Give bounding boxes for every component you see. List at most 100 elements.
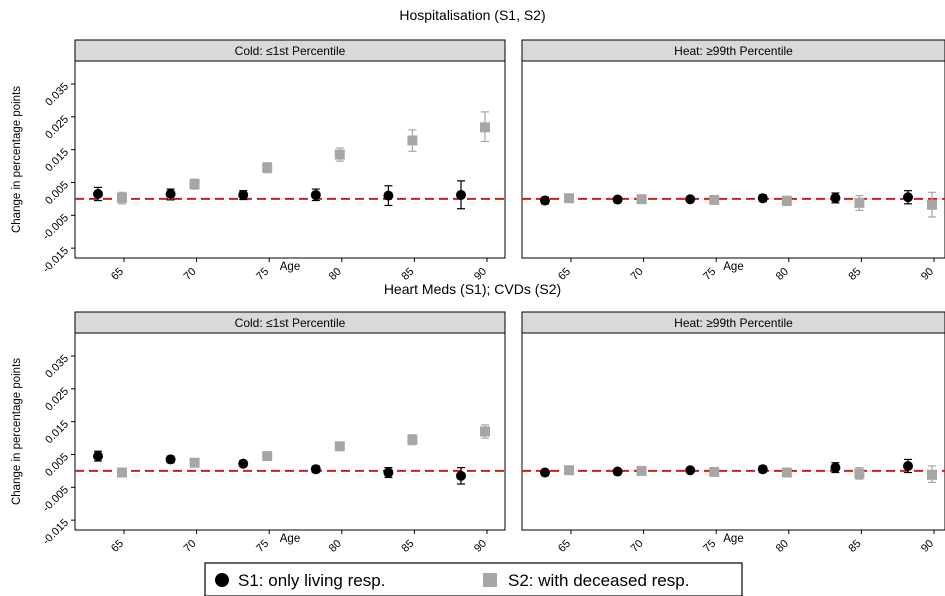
data-point-s1 (685, 194, 696, 205)
data-point-s2 (407, 135, 418, 146)
x-axis-title: Age (280, 261, 300, 273)
data-point-s1 (310, 189, 321, 200)
data-point-s2 (927, 199, 937, 210)
data-point-s2 (709, 466, 720, 477)
legend: S1: only living resp. S2: with deceased r… (204, 562, 743, 596)
legend-marker-s2 (483, 573, 497, 587)
plot-frame (74, 60, 506, 259)
y-axis-title: Change in percentage points (11, 86, 23, 233)
chart-row-2: Heart Meds (S1); CVDs (S2) Change in perc… (11, 281, 945, 555)
x-tick-label: 85 (846, 538, 863, 555)
series-s2 (117, 111, 490, 205)
data-point-s2 (189, 179, 200, 190)
legend-marker-s1 (215, 573, 229, 587)
y-tick-label: -0.015 (41, 245, 72, 276)
data-point-s2 (262, 451, 273, 462)
y-axis-title: Change in percentage points (11, 358, 23, 505)
data-point-s1 (165, 188, 176, 199)
y-tick-label: 0.015 (43, 146, 71, 174)
charts-container: Hospitalisation (S1, S2) Change in percen… (11, 7, 945, 555)
panel-label: Cold: ≤1st Percentile (235, 316, 346, 330)
x-tick-label: 75 (254, 266, 271, 283)
plot-frame (521, 60, 945, 259)
legend-box (204, 562, 743, 596)
y-tick-label: 0.025 (43, 385, 71, 413)
data-point-s1 (903, 460, 913, 471)
data-point-s2 (189, 457, 200, 468)
series-s2 (564, 191, 937, 218)
y-tick-label: 0.025 (43, 113, 71, 141)
series-s1 (540, 458, 913, 478)
data-point-s1 (456, 189, 466, 200)
data-point-s1 (830, 192, 841, 203)
y-tick-label: 0.005 (43, 451, 71, 479)
data-point-s1 (830, 462, 841, 473)
series-s2 (117, 424, 490, 478)
data-point-s1 (456, 470, 466, 481)
x-tick-label: 85 (399, 538, 416, 555)
x-axis-title: Age (723, 533, 743, 545)
data-point-s2 (480, 426, 490, 437)
data-point-s2 (636, 465, 647, 476)
chart-title: Hospitalisation (S1, S2) (399, 7, 545, 23)
data-point-s1 (540, 467, 550, 478)
data-point-s1 (612, 466, 623, 477)
y-tick-label: 0.035 (43, 353, 71, 381)
panel-label: Cold: ≤1st Percentile (235, 44, 346, 58)
x-tick-label: 80 (327, 538, 344, 555)
data-point-s1 (903, 192, 913, 203)
plot-frame (74, 332, 506, 531)
data-point-s2 (262, 162, 273, 173)
panel-label: Heat: ≥99th Percentile (674, 316, 793, 330)
x-axis-title: Age (280, 533, 300, 545)
x-tick-label: 70 (182, 538, 199, 555)
y-tick-label: 0.005 (43, 179, 71, 207)
y-tick-label: 0.035 (43, 81, 71, 109)
x-tick-label: 75 (701, 538, 718, 555)
data-point-s1 (238, 458, 249, 469)
data-point-s1 (612, 194, 623, 205)
data-point-s2 (854, 197, 865, 208)
data-point-s1 (540, 195, 550, 206)
data-point-s2 (334, 149, 345, 160)
x-tick-label: 90 (472, 538, 489, 555)
data-point-s1 (757, 464, 768, 475)
x-axis-title: Age (723, 261, 743, 273)
plot-frame (521, 332, 945, 531)
x-tick-label: 70 (629, 266, 646, 283)
data-point-s1 (238, 189, 249, 200)
data-point-s1 (685, 465, 696, 476)
data-point-s1 (383, 467, 394, 478)
data-point-s2 (564, 465, 574, 476)
data-point-s1 (310, 464, 321, 475)
data-point-s2 (117, 192, 127, 203)
x-tick-label: 65 (556, 538, 573, 555)
x-tick-label: 65 (109, 538, 126, 555)
data-point-s1 (383, 190, 394, 201)
data-point-s2 (927, 469, 937, 480)
data-point-s2 (334, 441, 345, 452)
data-point-s1 (165, 454, 176, 465)
data-point-s1 (93, 451, 103, 462)
series-s1 (540, 190, 913, 206)
series-s1 (93, 450, 466, 485)
y-tick-label: 0.015 (43, 418, 71, 446)
x-tick-label: 80 (327, 266, 344, 283)
data-point-s2 (709, 194, 720, 205)
data-point-s2 (480, 122, 490, 133)
chart-title: Heart Meds (S1); CVDs (S2) (384, 281, 561, 297)
legend-label: S2: with deceased resp. (508, 571, 689, 590)
x-tick-label: 75 (701, 266, 718, 283)
data-point-s1 (93, 188, 103, 199)
x-tick-label: 85 (846, 266, 863, 283)
data-point-s2 (781, 195, 792, 206)
legend-label: S1: only living resp. (238, 571, 385, 590)
data-point-s2 (781, 467, 792, 478)
data-point-s1 (757, 193, 768, 204)
series-s1 (93, 180, 466, 210)
data-point-s2 (564, 193, 574, 204)
panel-cold: Cold: ≤1st Percentile -0.015-0.005 0.005 0.… (41, 311, 506, 555)
x-tick-label: 70 (629, 538, 646, 555)
